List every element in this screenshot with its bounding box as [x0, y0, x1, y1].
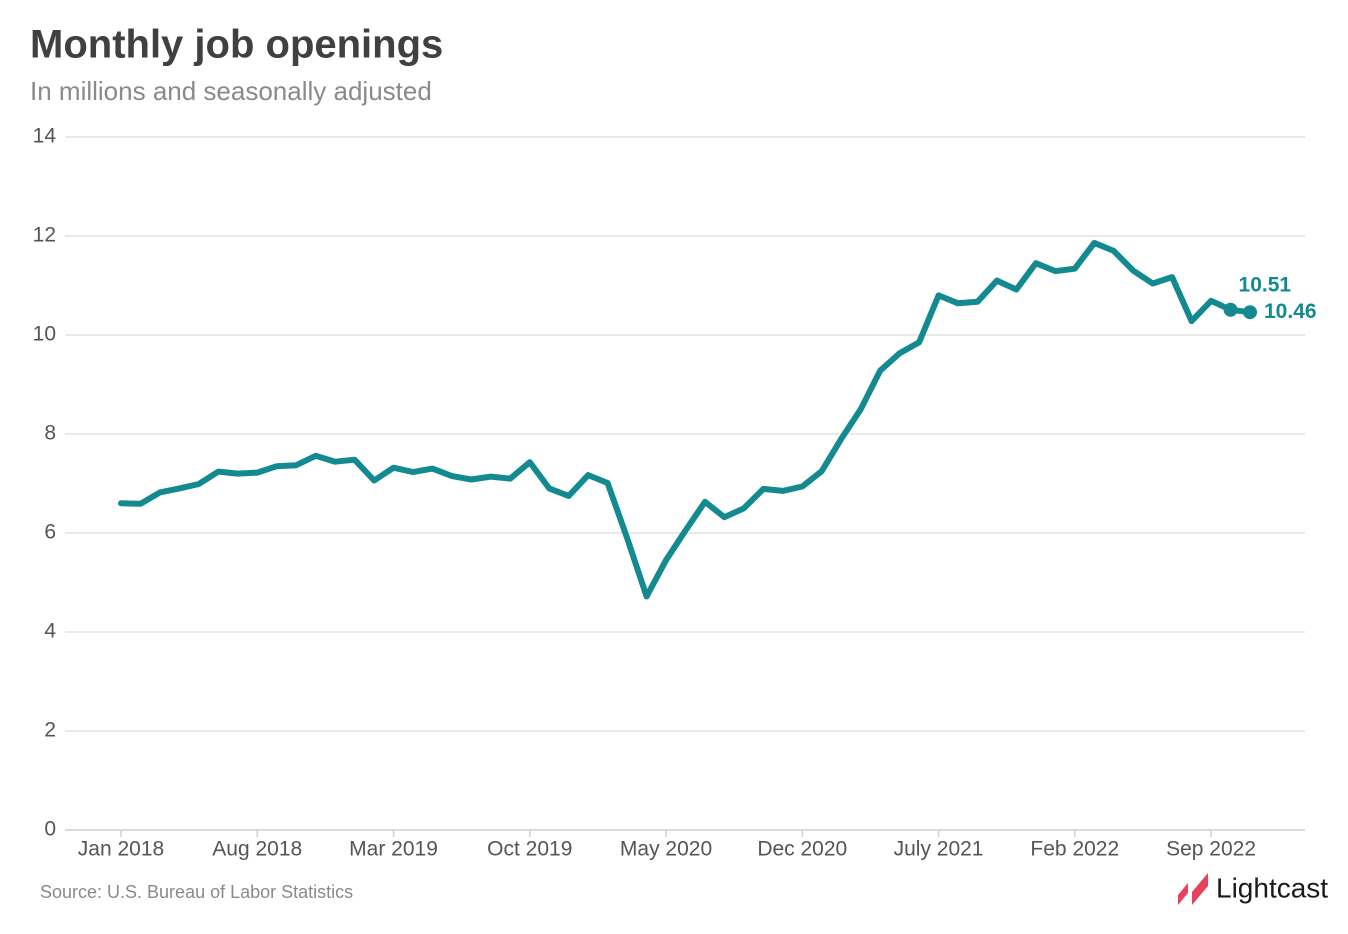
chart-subtitle: In millions and seasonally adjusted [30, 76, 432, 106]
logo-icon [1178, 883, 1188, 905]
y-tick-label: 14 [33, 125, 57, 148]
y-tick-label: 4 [44, 620, 56, 643]
x-tick-label: Jan 2018 [78, 838, 164, 861]
x-tick-label: Sep 2022 [1166, 838, 1256, 861]
x-tick-label: Oct 2019 [487, 838, 572, 861]
y-tick-label: 0 [44, 818, 56, 841]
source-note: Source: U.S. Bureau of Labor Statistics [40, 882, 353, 902]
end-point [1243, 305, 1257, 320]
x-tick-label: Aug 2018 [212, 838, 302, 861]
value-label: 10.51 [1239, 273, 1292, 296]
y-tick-label: 2 [44, 719, 56, 742]
y-tick-label: 10 [33, 323, 56, 346]
end-point [1223, 302, 1238, 317]
x-tick-label: Mar 2019 [349, 838, 438, 861]
x-tick-label: Feb 2022 [1030, 838, 1119, 861]
chart-title: Monthly job openings [30, 23, 443, 67]
y-tick-label: 6 [44, 521, 56, 544]
brand-logo: Lightcast [1178, 872, 1328, 905]
y-tick-label: 8 [44, 422, 56, 445]
x-tick-label: July 2021 [894, 838, 984, 861]
x-tick-label: Dec 2020 [757, 838, 847, 861]
value-label: 10.46 [1264, 300, 1317, 323]
logo-icon [1192, 873, 1208, 905]
brand-name: Lightcast [1216, 872, 1328, 903]
x-tick-label: May 2020 [620, 838, 712, 861]
y-tick-label: 12 [33, 224, 56, 247]
data-line [118, 239, 1253, 600]
